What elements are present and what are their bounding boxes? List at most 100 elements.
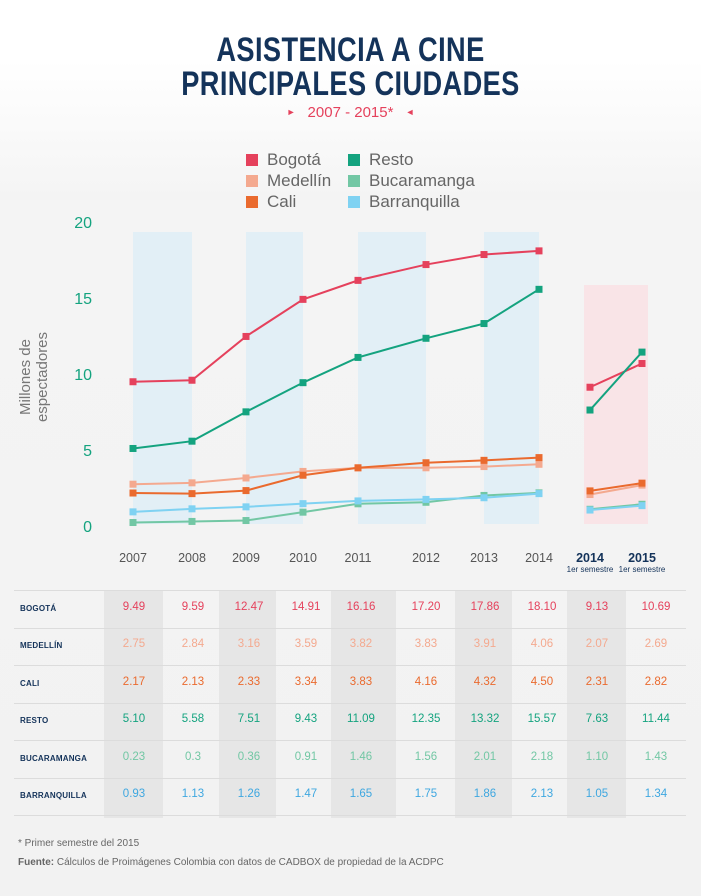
data-point (188, 505, 196, 513)
data-point (422, 464, 430, 472)
x-tick-label: 2014 (576, 551, 604, 565)
background-band (484, 232, 539, 524)
legend-item: Medellín (246, 171, 331, 191)
table-cell: 3.59 (294, 638, 318, 651)
data-point (586, 383, 594, 391)
table-cell: 7.51 (237, 713, 261, 726)
series-line (132, 492, 540, 513)
table-cell: 1.34 (644, 788, 668, 801)
data-point (638, 360, 646, 368)
table-cell: 2.33 (237, 675, 261, 688)
table-cell: 14.91 (291, 600, 321, 613)
data-point (422, 495, 430, 503)
x-tick-label: 2010 (289, 551, 317, 565)
x-tick-label: 2008 (178, 551, 206, 565)
legend-label: Cali (267, 192, 297, 211)
table-row-divider (14, 740, 686, 741)
table-row-divider (14, 665, 686, 666)
y-tick-label: 5 (83, 443, 92, 460)
chart-title-line2: PRINCIPALES CIUDADES (181, 65, 520, 103)
footnote: * Primer semestre del 2015 (18, 838, 140, 849)
series-line (589, 482, 643, 492)
data-point (535, 247, 543, 255)
series-line (132, 456, 540, 495)
data-point (480, 463, 488, 471)
data-point (129, 378, 137, 386)
data-point (129, 480, 137, 488)
legend-swatch (246, 196, 258, 208)
table-cell: 1.26 (237, 788, 261, 801)
table-cell: 4.16 (414, 675, 438, 688)
table-cell: 3.83 (349, 675, 373, 688)
table-cell: 4.06 (530, 638, 554, 651)
data-point (638, 479, 646, 487)
data-point (480, 320, 488, 328)
data-point (188, 376, 196, 384)
data-point (129, 489, 137, 497)
data-point (242, 517, 250, 525)
table-cell: 0.36 (237, 750, 261, 763)
data-point (586, 506, 594, 514)
table-cell: 1.75 (414, 788, 438, 801)
table-cell: 9.13 (585, 600, 609, 613)
legend-item: Cali (246, 192, 296, 212)
series-line (589, 484, 643, 496)
x-tick-label: 2009 (232, 551, 260, 565)
table-cell: 5.58 (181, 713, 205, 726)
data-point (422, 459, 430, 467)
x-tick-sublabel: 1er semestre (619, 565, 666, 574)
legend-label: Resto (369, 150, 414, 169)
table-cell: 13.32 (470, 713, 500, 726)
x-tick-label: 2011 (345, 551, 372, 565)
data-point (299, 500, 307, 508)
data-point (188, 490, 196, 498)
table-column-shade (455, 590, 512, 818)
table-cell: 2.18 (530, 750, 554, 763)
table-cell: 2.75 (122, 638, 146, 651)
table-cell: 7.63 (585, 713, 609, 726)
chart-title-line1: ASISTENCIA A CINE (216, 31, 485, 69)
table-cell: 1.86 (473, 788, 497, 801)
table-column-shade (104, 590, 163, 818)
data-point (188, 437, 196, 445)
data-point (535, 285, 543, 293)
data-point (422, 261, 430, 269)
y-tick-label: 0 (83, 519, 92, 536)
table-cell: 17.20 (411, 600, 441, 613)
data-point (480, 494, 488, 502)
data-point (299, 471, 307, 479)
table-row-label: BARRANQUILLA (20, 791, 87, 801)
source-note: Fuente: Cálculos de Proimágenes Colombia… (18, 857, 444, 868)
background-band (358, 232, 426, 524)
table-cell: 1.05 (585, 788, 609, 801)
table-cell: 2.84 (181, 638, 205, 651)
table-cell: 15.57 (527, 713, 557, 726)
table-cell: 12.35 (411, 713, 441, 726)
table-cell: 9.59 (181, 600, 205, 613)
table-row-label: BUCARAMANGA (20, 753, 88, 763)
table-row-divider (14, 627, 686, 629)
table-row-divider (14, 702, 686, 704)
x-tick-label: 2015 (628, 551, 656, 565)
y-tick-label: 10 (74, 367, 92, 384)
table-cell: 3.91 (473, 638, 497, 651)
legend-swatch (246, 154, 258, 166)
background-band (133, 232, 192, 524)
table-cell: 17.86 (470, 600, 500, 613)
table-cell: 18.10 (527, 600, 557, 613)
data-point (242, 408, 250, 416)
table-cell: 2.07 (585, 638, 609, 651)
data-point (299, 467, 307, 475)
table-cell: 2.01 (473, 750, 497, 763)
table-cell: 2.31 (585, 675, 609, 688)
legend-label: Bogotá (267, 150, 321, 169)
table-row-label: CALI (20, 678, 40, 688)
table-cell: 3.82 (349, 638, 373, 651)
table-cell: 2.13 (530, 788, 554, 801)
table-cell: 10.69 (641, 600, 671, 613)
legend-item: Resto (348, 150, 413, 170)
data-point (299, 295, 307, 303)
series-line (132, 249, 540, 383)
x-tick-label: 2007 (119, 551, 147, 565)
